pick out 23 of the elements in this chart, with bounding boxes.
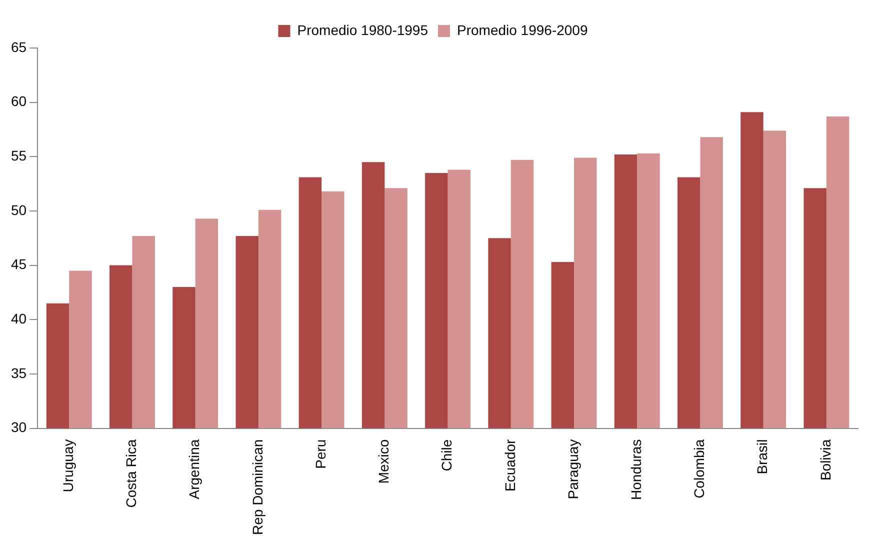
x-tick-label: Brasil xyxy=(754,439,770,474)
x-tick-label: Bolivia xyxy=(817,439,834,481)
y-tick-label: 45 xyxy=(10,256,27,272)
x-tick-label: Mexico xyxy=(376,439,392,484)
x-tick-label: Peru xyxy=(312,439,328,469)
x-tick-label: Argentina xyxy=(186,439,202,500)
y-tick-label: 40 xyxy=(10,310,27,326)
x-tick-label: Rep Dominican xyxy=(249,439,266,536)
x-tick-label: Colombia xyxy=(691,439,708,498)
y-tick-label: 50 xyxy=(10,202,27,218)
legend-label: Promedio 1996-2009 xyxy=(457,22,588,38)
y-tick-label: 55 xyxy=(10,148,27,164)
legend-label: Promedio 1980-1995 xyxy=(297,22,428,38)
x-tick-label: Uruguay xyxy=(60,439,76,492)
x-tick-label: Costa Rica xyxy=(123,439,140,508)
x-tick-label: Paraguay xyxy=(564,439,581,500)
y-tick-label: 65 xyxy=(10,38,27,55)
y-tick-label: 35 xyxy=(10,364,27,381)
x-tick-label: Chile xyxy=(438,439,455,472)
y-tick-label: 60 xyxy=(10,93,27,110)
y-tick-label: 30 xyxy=(10,419,27,436)
x-tick-label: Honduras xyxy=(628,439,644,500)
x-tick-label: Ecuador xyxy=(502,438,518,492)
